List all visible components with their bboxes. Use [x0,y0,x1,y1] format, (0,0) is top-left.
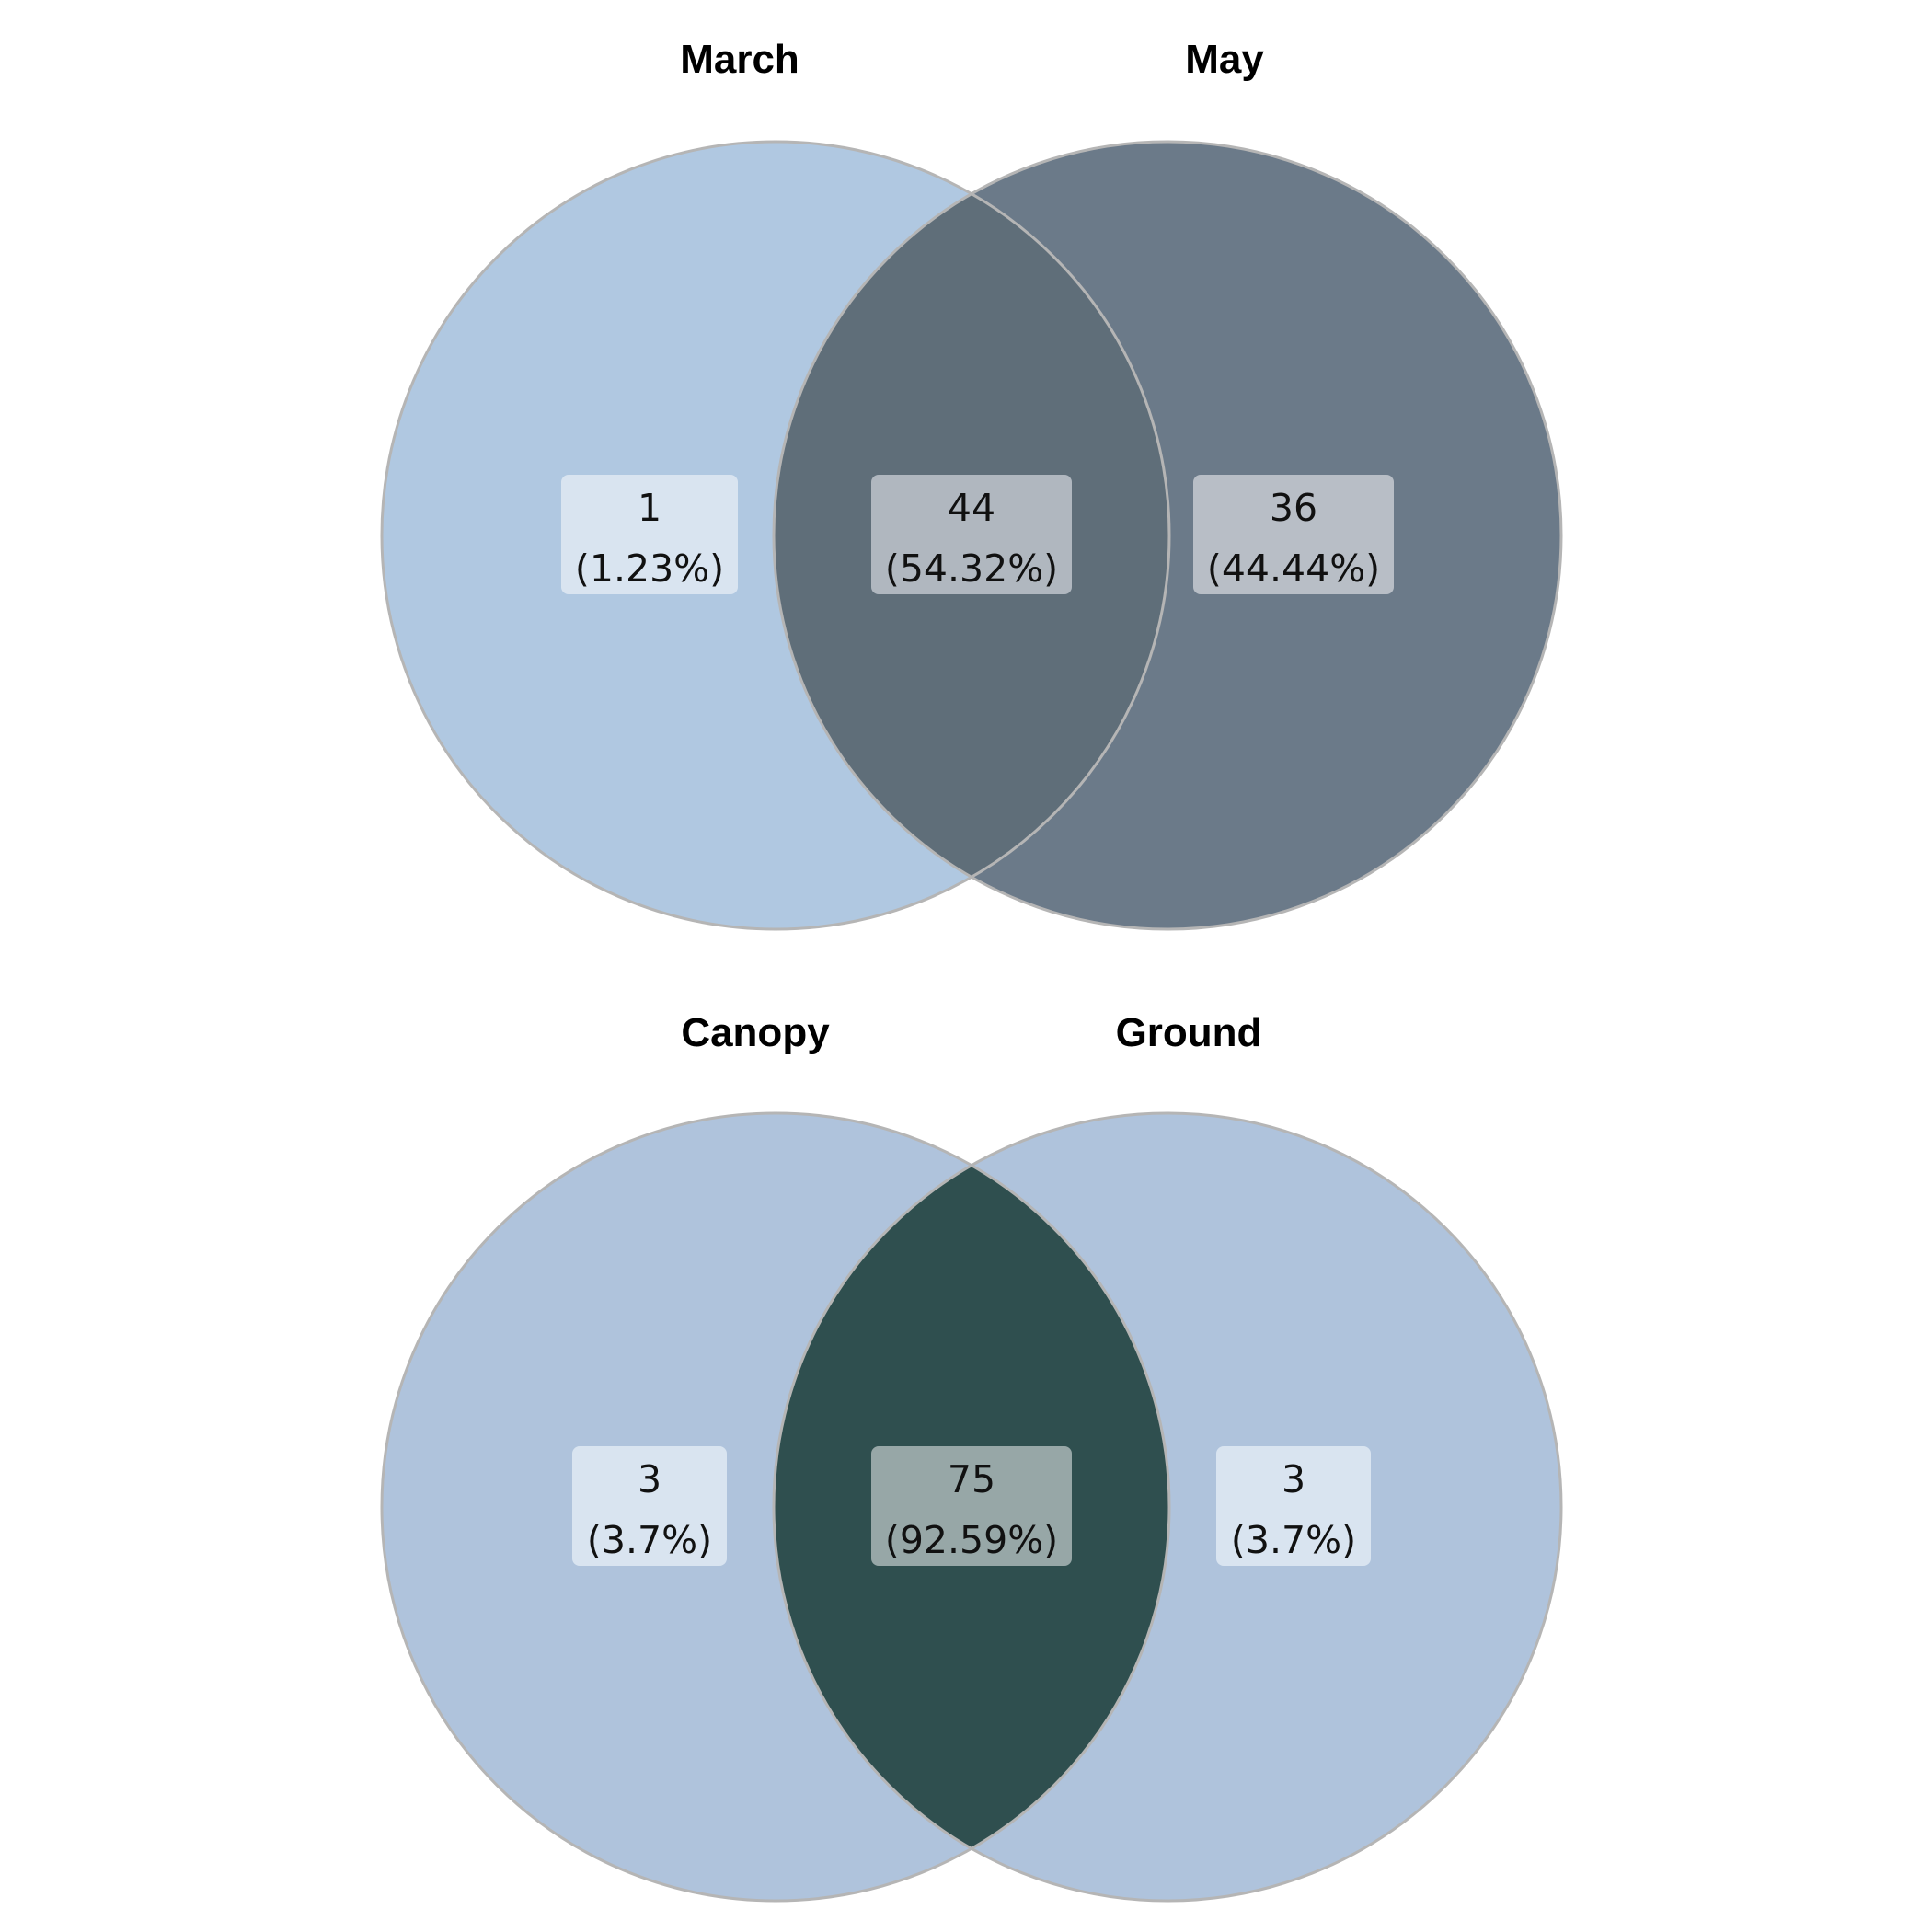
region-count: 1 [638,486,661,530]
venn-outline-march [380,140,1171,931]
label-box [572,1446,727,1566]
region-count: 36 [1270,486,1317,530]
region-percent: (3.7%) [587,1518,712,1562]
label-box [871,475,1072,594]
label-box [1216,1446,1371,1566]
region-label-intersection: 44 (54.32%) [871,475,1072,594]
set-title-canopy: Canopy [681,1010,830,1055]
set-title-march: March [680,37,799,82]
region-label-intersection: 75 (92.59%) [871,1446,1072,1566]
venn-intersection [774,142,1169,929]
region-count: 44 [948,486,995,530]
venn-intersection [774,1113,1169,1901]
region-label-ground-only: 3 (3.7%) [1216,1446,1371,1566]
region-percent: (3.7%) [1231,1518,1356,1562]
region-label-march-only: 1 (1.23%) [561,475,738,594]
region-count: 75 [948,1457,995,1501]
region-percent: (92.59%) [885,1518,1058,1562]
region-label-canopy-only: 3 (3.7%) [572,1446,727,1566]
region-percent: (54.32%) [885,546,1058,591]
venn-diagram-march-may: March May 1 (1.23%) 44 (54.32%) 36 (44.4… [380,37,1563,931]
region-percent: (44.44%) [1207,546,1380,591]
venn-outline-ground [772,1111,1563,1903]
label-box [871,1446,1072,1566]
region-label-may-only: 36 (44.44%) [1193,475,1394,594]
venn-outline-may [772,140,1563,931]
label-box [1193,475,1394,594]
set-title-may: May [1185,37,1264,82]
venn-outline-canopy [380,1111,1171,1903]
region-count: 3 [638,1457,661,1501]
region-count: 3 [1282,1457,1305,1501]
label-box [561,475,738,594]
venn-diagram-canopy-ground: Canopy Ground 3 (3.7%) 75 (92.59%) 3 (3.… [380,1010,1563,1903]
region-percent: (1.23%) [575,546,724,591]
set-title-ground: Ground [1116,1010,1262,1055]
